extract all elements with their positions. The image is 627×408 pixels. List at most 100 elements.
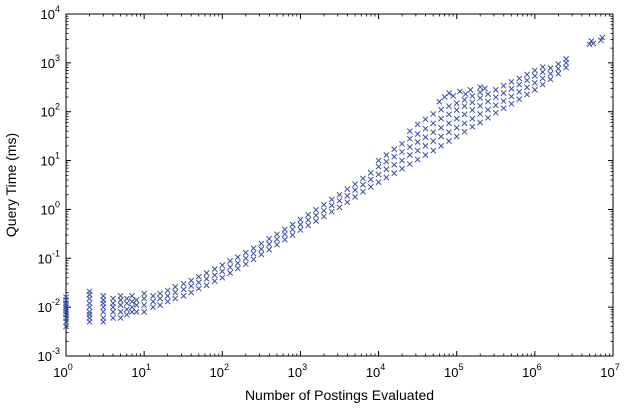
data-point xyxy=(258,240,265,247)
data-point xyxy=(180,292,187,299)
data-point xyxy=(516,81,523,88)
data-point xyxy=(297,227,304,233)
data-point xyxy=(531,67,538,74)
data-point xyxy=(422,152,429,158)
data-point xyxy=(266,235,273,242)
data-point xyxy=(211,266,218,273)
data-point xyxy=(414,147,421,154)
data-point xyxy=(336,204,343,211)
data-point xyxy=(227,264,234,271)
data-point xyxy=(467,86,474,93)
y-tick-base: 10 xyxy=(38,300,52,315)
data-point xyxy=(531,72,538,79)
y-tick-exponent: 0 xyxy=(55,199,60,209)
data-point xyxy=(375,171,382,178)
data-point xyxy=(461,120,468,127)
data-point xyxy=(195,273,202,280)
data-point xyxy=(297,216,304,223)
data-point xyxy=(399,140,405,147)
data-point xyxy=(266,241,273,248)
data-point xyxy=(485,106,491,113)
data-point xyxy=(516,88,523,95)
data-point xyxy=(539,64,546,71)
data-point xyxy=(391,170,398,177)
x-tick-base: 10 xyxy=(131,365,145,380)
x-tick-label: 101 xyxy=(131,362,150,380)
data-point xyxy=(63,323,69,330)
data-point xyxy=(110,300,117,307)
data-point xyxy=(500,90,507,97)
data-point xyxy=(445,103,452,110)
data-point xyxy=(172,295,179,302)
x-tick-exponent: 5 xyxy=(458,362,463,372)
data-point xyxy=(129,308,135,315)
data-point xyxy=(399,157,405,164)
data-point xyxy=(313,206,320,213)
data-point xyxy=(391,146,398,153)
data-point xyxy=(539,69,546,75)
plot-area xyxy=(65,13,614,357)
y-tick-base: 10 xyxy=(38,349,52,364)
data-point xyxy=(133,308,140,315)
data-point xyxy=(123,311,130,318)
data-point xyxy=(266,246,273,253)
data-point xyxy=(453,133,460,140)
x-tick-base: 10 xyxy=(210,365,224,380)
data-point xyxy=(430,110,437,117)
data-point xyxy=(500,105,507,112)
data-point xyxy=(123,306,130,313)
data-point xyxy=(422,134,429,141)
data-point xyxy=(430,138,437,145)
data-point xyxy=(129,304,135,311)
y-tick-label: 10-2 xyxy=(38,297,60,315)
data-point xyxy=(242,261,249,268)
data-point xyxy=(344,186,351,193)
data-point xyxy=(445,111,452,118)
y-tick-label: 10-1 xyxy=(38,248,60,266)
data-point xyxy=(117,302,124,309)
data-point xyxy=(539,81,546,88)
y-tick-label: 100 xyxy=(41,199,60,217)
data-point xyxy=(320,213,327,220)
data-point xyxy=(141,295,148,302)
data-point xyxy=(406,135,413,142)
data-point xyxy=(195,279,202,286)
data-point xyxy=(508,100,515,107)
y-tick-exponent: -3 xyxy=(52,346,60,356)
x-axis-ticks: 100 101 102 103 104 105 106 107 xyxy=(53,14,620,380)
data-point xyxy=(195,285,202,292)
data-point xyxy=(352,187,359,193)
data-point xyxy=(352,194,359,200)
data-point xyxy=(172,289,179,296)
data-point xyxy=(234,254,241,261)
data-point xyxy=(219,274,226,281)
x-tick-base: 10 xyxy=(600,365,614,380)
data-point xyxy=(188,283,195,290)
y-tick-base: 10 xyxy=(41,105,55,120)
data-point xyxy=(477,110,484,117)
data-point xyxy=(445,120,452,127)
data-point xyxy=(500,82,507,89)
data-point xyxy=(599,34,606,41)
data-point xyxy=(485,98,491,105)
data-point xyxy=(141,302,148,309)
data-point xyxy=(477,84,484,90)
data-point xyxy=(482,85,488,92)
data-point xyxy=(414,121,421,128)
data-point xyxy=(100,292,107,299)
data-point xyxy=(305,211,312,218)
data-point xyxy=(485,114,491,121)
data-point xyxy=(100,315,107,321)
data-point xyxy=(281,231,288,238)
data-point xyxy=(100,308,107,315)
x-tick-label: 104 xyxy=(366,362,385,380)
data-point xyxy=(328,202,335,209)
data-point xyxy=(86,300,93,307)
data-point xyxy=(469,107,476,114)
data-point xyxy=(430,120,437,127)
y-tick-exponent: -1 xyxy=(52,248,60,258)
data-point xyxy=(445,129,452,136)
y-tick-exponent: -2 xyxy=(52,297,60,307)
data-point xyxy=(274,241,280,248)
data-point xyxy=(313,212,320,219)
